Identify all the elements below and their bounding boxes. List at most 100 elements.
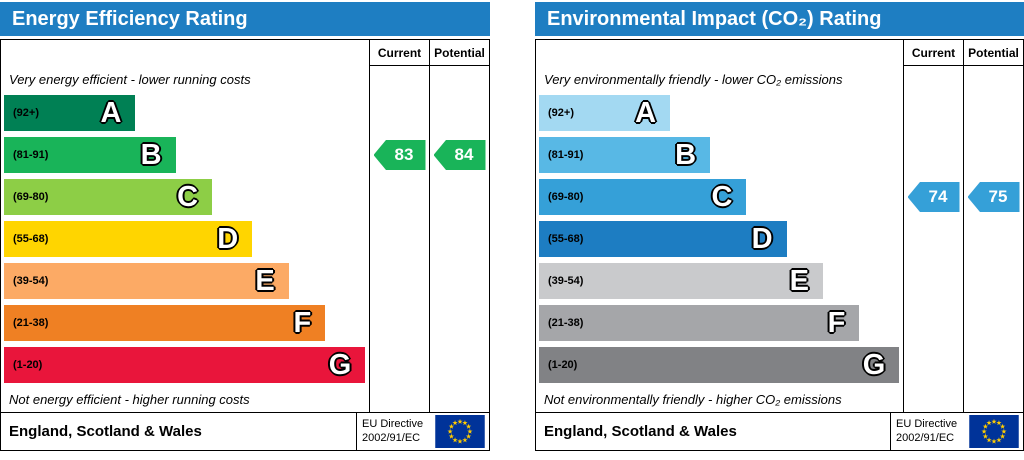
band-range: (69-80) bbox=[13, 191, 49, 203]
potential-cell bbox=[963, 302, 1023, 344]
current-cell bbox=[903, 260, 963, 302]
current-cell bbox=[369, 176, 429, 218]
potential-cell bbox=[429, 344, 489, 386]
band-range: (55-68) bbox=[13, 233, 49, 245]
current-cell bbox=[369, 66, 429, 92]
band-row-a: (92+) A bbox=[536, 92, 1023, 134]
band-bar-c: (69-80) C bbox=[539, 179, 747, 215]
band-letter: G bbox=[862, 348, 886, 381]
potential-cell bbox=[963, 344, 1023, 386]
band-letter: A bbox=[635, 96, 657, 129]
band-letter: C bbox=[177, 180, 199, 213]
band-row-f: (21-38) F bbox=[1, 302, 489, 344]
band-range: (21-38) bbox=[548, 317, 584, 329]
band-bar-d: (55-68) D bbox=[4, 221, 253, 257]
current-cell bbox=[903, 218, 963, 260]
band-row-f: (21-38) F bbox=[536, 302, 1023, 344]
potential-cell bbox=[429, 66, 489, 92]
column-header-row: Current Potential bbox=[536, 40, 1023, 66]
bottom-note-row: Not energy efficient - higher running co… bbox=[1, 386, 489, 412]
band-bar-b: (81-91) B bbox=[4, 137, 176, 173]
potential-rating-value: 84 bbox=[454, 145, 474, 164]
eu-directive-label: EU Directive 2002/91/EC bbox=[362, 417, 424, 444]
band-bar-c: (69-80) C bbox=[4, 179, 213, 215]
current-rating-arrow: 74 bbox=[907, 182, 960, 212]
current-cell bbox=[369, 260, 429, 302]
current-rating-value: 74 bbox=[928, 187, 948, 206]
current-cell bbox=[903, 386, 963, 412]
band-row-e: (39-54) E bbox=[536, 260, 1023, 302]
band-letter: E bbox=[789, 264, 809, 297]
potential-cell: 75 bbox=[963, 176, 1023, 218]
energy-efficiency-title: Energy Efficiency Rating bbox=[0, 2, 490, 36]
environmental-impact-table: Current Potential Very environmentally f… bbox=[535, 39, 1024, 451]
potential-rating-arrow: 75 bbox=[967, 182, 1020, 212]
chart-footer: England, Scotland & Wales EU Directive 2… bbox=[536, 412, 1023, 450]
band-letter: D bbox=[751, 222, 773, 255]
band-bar-f: (21-38) F bbox=[539, 305, 860, 341]
band-row-d: (55-68) D bbox=[1, 218, 489, 260]
energy-efficiency-table: Current Potential Very energy efficient … bbox=[0, 39, 490, 451]
band-range: (21-38) bbox=[13, 317, 49, 329]
current-cell bbox=[369, 344, 429, 386]
band-range: (55-68) bbox=[548, 233, 584, 245]
top-note-row: Very environmentally friendly - lower CO… bbox=[536, 66, 1023, 92]
bottom-note: Not environmentally friendly - higher CO… bbox=[544, 391, 842, 407]
band-bar-e: (39-54) E bbox=[4, 263, 289, 299]
potential-cell bbox=[429, 92, 489, 134]
current-cell: 83 bbox=[369, 134, 429, 176]
current-cell bbox=[369, 302, 429, 344]
band-range: (92+) bbox=[548, 107, 574, 119]
footer-directive-area: EU Directive 2002/91/EC bbox=[357, 413, 489, 450]
potential-cell bbox=[429, 260, 489, 302]
band-bar-b: (81-91) B bbox=[539, 137, 711, 173]
current-cell bbox=[369, 92, 429, 134]
potential-cell bbox=[963, 218, 1023, 260]
potential-cell bbox=[429, 386, 489, 412]
band-range: (39-54) bbox=[13, 275, 49, 287]
band-row-g: (1-20) G bbox=[536, 344, 1023, 386]
band-letter: F bbox=[827, 306, 846, 339]
current-cell bbox=[903, 134, 963, 176]
chart-footer: England, Scotland & Wales EU Directive 2… bbox=[1, 412, 489, 450]
eu-flag-icon bbox=[969, 415, 1019, 448]
current-column-header: Current bbox=[903, 40, 963, 66]
band-row-b: (81-91) B 83 84 bbox=[1, 134, 489, 176]
empty-header-cell bbox=[536, 40, 903, 66]
band-bar-a: (92+) A bbox=[4, 95, 136, 131]
band-range: (92+) bbox=[13, 107, 39, 119]
current-cell bbox=[903, 302, 963, 344]
current-column-header: Current bbox=[369, 40, 429, 66]
band-range: (81-91) bbox=[548, 149, 584, 161]
potential-rating-arrow: 84 bbox=[433, 140, 486, 170]
band-row-d: (55-68) D bbox=[536, 218, 1023, 260]
band-row-b: (81-91) B bbox=[536, 134, 1023, 176]
current-rating-value: 83 bbox=[394, 145, 414, 164]
band-bar-g: (1-20) G bbox=[539, 347, 900, 383]
potential-cell bbox=[429, 218, 489, 260]
current-cell bbox=[903, 66, 963, 92]
top-note-row: Very energy efficient - lower running co… bbox=[1, 66, 489, 92]
current-cell: 74 bbox=[903, 176, 963, 218]
potential-column-header: Potential bbox=[963, 40, 1023, 66]
band-row-e: (39-54) E bbox=[1, 260, 489, 302]
band-row-c: (69-80) C 74 75 bbox=[536, 176, 1023, 218]
band-range: (81-91) bbox=[13, 149, 49, 161]
band-letter: F bbox=[293, 306, 312, 339]
top-note: Very energy efficient - lower running co… bbox=[9, 71, 251, 87]
band-bar-a: (92+) A bbox=[539, 95, 671, 131]
potential-cell bbox=[429, 176, 489, 218]
band-bar-g: (1-20) G bbox=[4, 347, 366, 383]
potential-cell bbox=[963, 66, 1023, 92]
current-cell bbox=[903, 344, 963, 386]
band-range: (1-20) bbox=[13, 359, 43, 371]
band-row-g: (1-20) G bbox=[1, 344, 489, 386]
empty-header-cell bbox=[1, 40, 369, 66]
bottom-note: Not energy efficient - higher running co… bbox=[9, 391, 250, 407]
band-letter: B bbox=[140, 138, 162, 171]
eu-directive-label: EU Directive 2002/91/EC bbox=[896, 417, 958, 444]
band-row-c: (69-80) C bbox=[1, 176, 489, 218]
band-bar-e: (39-54) E bbox=[539, 263, 823, 299]
footer-region-label: England, Scotland & Wales bbox=[1, 413, 357, 450]
